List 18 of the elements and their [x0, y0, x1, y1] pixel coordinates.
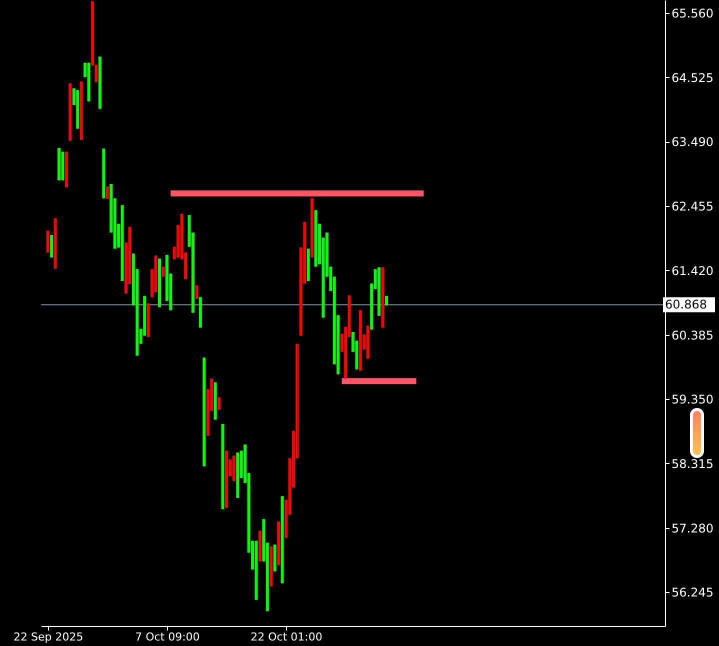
y-tick-label: 64.525	[672, 70, 714, 85]
y-tick-label: 60.385	[672, 328, 714, 342]
candlestick	[106, 186, 109, 200]
y-tick-label: 62.455	[672, 200, 714, 214]
x-tick-label: 22 Sep 2025	[14, 630, 84, 644]
y-tick-label: 58.315	[672, 456, 714, 471]
y-tick-label: 61.420	[672, 264, 714, 278]
x-tick-label: 22 Oct 01:00	[250, 630, 322, 644]
candlestick	[218, 396, 221, 410]
candlestick	[46, 230, 50, 253]
y-tick-label: 65.560	[672, 6, 714, 21]
y-tick-label: 56.245	[672, 586, 714, 600]
y-tick-label: 63.490	[672, 135, 714, 150]
y-tick-label: 57.280	[672, 521, 714, 536]
candlestick	[50, 234, 54, 258]
ref-line-label: 60.868	[665, 298, 707, 312]
x-tick-label: 7 Oct 09:00	[135, 630, 200, 644]
y-tick-label: 59.350	[672, 392, 714, 407]
